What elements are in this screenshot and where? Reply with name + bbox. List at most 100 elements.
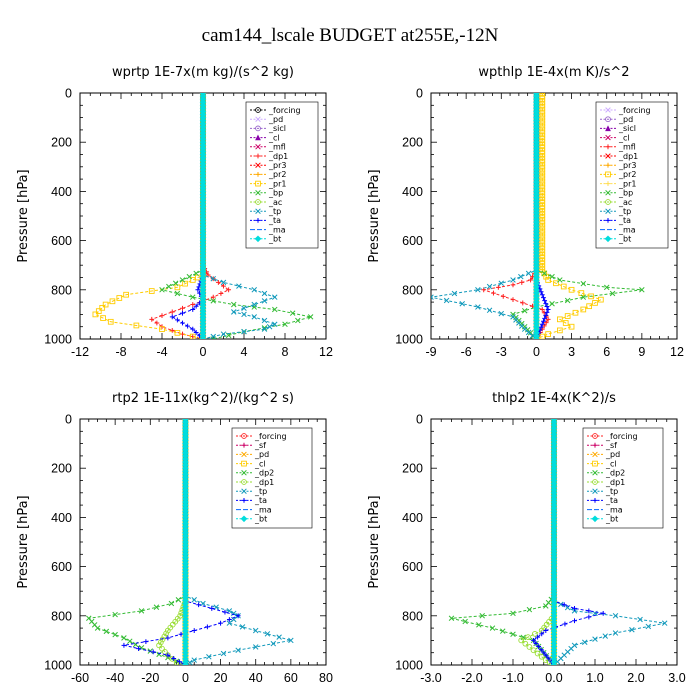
- data-point: [541, 295, 546, 301]
- x-tick-label: -60: [71, 671, 89, 685]
- legend: _forcing_sf_pd_cl_dp2_dp1_tp_ta_ma_bt: [582, 427, 664, 529]
- data-point: [133, 322, 140, 329]
- data-point: [539, 108, 546, 115]
- legend-marker: [241, 451, 247, 458]
- data-point: [572, 309, 579, 316]
- data-point: [182, 280, 188, 287]
- data-point: [121, 635, 127, 641]
- y-tick-label: 0: [416, 87, 423, 101]
- data-point: [221, 283, 226, 289]
- data-point: [159, 326, 165, 333]
- x-tick-label: -4: [156, 345, 167, 359]
- data-point: [165, 627, 171, 634]
- data-point: [539, 212, 546, 219]
- data-point: [539, 187, 546, 194]
- data-point: [252, 644, 259, 650]
- data-point: [180, 310, 185, 316]
- legend-marker: [592, 433, 598, 439]
- data-point: [645, 623, 652, 630]
- data-point: [629, 626, 635, 633]
- x-tick-label: -8: [115, 345, 126, 359]
- data-point: [498, 310, 505, 317]
- data-point: [539, 135, 546, 142]
- data-point: [539, 93, 546, 96]
- legend-marker: [255, 107, 261, 113]
- data-point: [580, 294, 587, 300]
- data-point: [539, 93, 546, 99]
- data-point: [261, 290, 268, 297]
- data-point: [543, 320, 549, 325]
- data-point: [543, 653, 549, 659]
- legend-marker: [254, 235, 262, 243]
- legend-label: _tp: [605, 487, 618, 496]
- data-point: [495, 284, 501, 290]
- legend-label: _sf: [605, 441, 617, 450]
- legend-marker: [592, 442, 598, 448]
- legend-label: _bp: [268, 189, 283, 198]
- legend-label: _dp1: [268, 152, 288, 161]
- y-tick-label: 200: [402, 462, 423, 476]
- data-point: [602, 633, 609, 639]
- x-tick-label: 3.0: [668, 671, 685, 685]
- legend-label: _bt: [618, 235, 631, 244]
- legend-label: _dp1: [254, 478, 274, 487]
- x-tick-label: 2.0: [627, 671, 644, 685]
- x-tick-label: 0: [182, 671, 189, 685]
- data-point: [177, 659, 182, 665]
- data-point: [154, 320, 160, 326]
- legend-marker: [241, 433, 247, 439]
- data-point: [196, 602, 202, 608]
- data-point: [193, 270, 199, 277]
- data-point: [544, 304, 550, 309]
- legend-label: _forcing: [605, 432, 638, 441]
- legend-label: _ma: [618, 225, 636, 234]
- data-point: [538, 324, 544, 330]
- data-point: [92, 311, 99, 318]
- y-tick-label: 0: [65, 87, 72, 101]
- legend-label: _dp1: [605, 478, 625, 487]
- legend-marker: [592, 488, 598, 494]
- x-tick-label: 12: [319, 345, 333, 359]
- series-line: [123, 419, 240, 665]
- chart-panel-4: thlp2 1E-4x(K^2)/s Pressure [hPa] -3.0 -2.0…: [367, 391, 686, 685]
- legend-marker: [592, 460, 598, 467]
- data-point: [539, 255, 546, 261]
- y-tick-label: 1000: [44, 659, 72, 673]
- x-tick-label: 8: [282, 345, 289, 359]
- data-point: [182, 661, 189, 665]
- y-tick-label: 0: [416, 413, 423, 427]
- data-point: [539, 224, 546, 231]
- legend-label: _pd: [618, 115, 633, 124]
- data-point: [564, 604, 571, 611]
- data-point: [443, 297, 450, 304]
- data-point: [220, 279, 227, 286]
- x-tick-label: 40: [249, 671, 263, 685]
- data-point: [539, 258, 546, 264]
- data-point: [661, 620, 668, 626]
- y-axis-label: Pressure [hPa]: [367, 169, 382, 262]
- data-point: [190, 307, 196, 312]
- x-tick-label: 0: [200, 345, 207, 359]
- x-tick-label: -2.0: [461, 671, 483, 685]
- data-point: [612, 613, 619, 619]
- legend-marker: [255, 125, 261, 132]
- data-point: [539, 178, 546, 185]
- panel-title: wprtp 1E-7x(m kg)/(s^2 kg): [112, 65, 294, 80]
- x-tick-label: 60: [284, 671, 298, 685]
- data-point: [189, 294, 196, 300]
- data-point: [539, 151, 546, 157]
- data-point: [637, 616, 643, 623]
- legend-label: _ta: [605, 496, 618, 505]
- data-point: [549, 273, 555, 280]
- legend-marker: [605, 144, 611, 150]
- data-point: [499, 628, 506, 634]
- data-point: [193, 330, 199, 335]
- data-point: [562, 621, 568, 627]
- data-point: [538, 289, 544, 295]
- data-point: [276, 634, 282, 640]
- legend-label: _pr1: [618, 179, 636, 188]
- data-point: [157, 639, 164, 646]
- legend-marker: [255, 218, 261, 223]
- data-point: [123, 291, 129, 298]
- series-bt: [199, 93, 207, 339]
